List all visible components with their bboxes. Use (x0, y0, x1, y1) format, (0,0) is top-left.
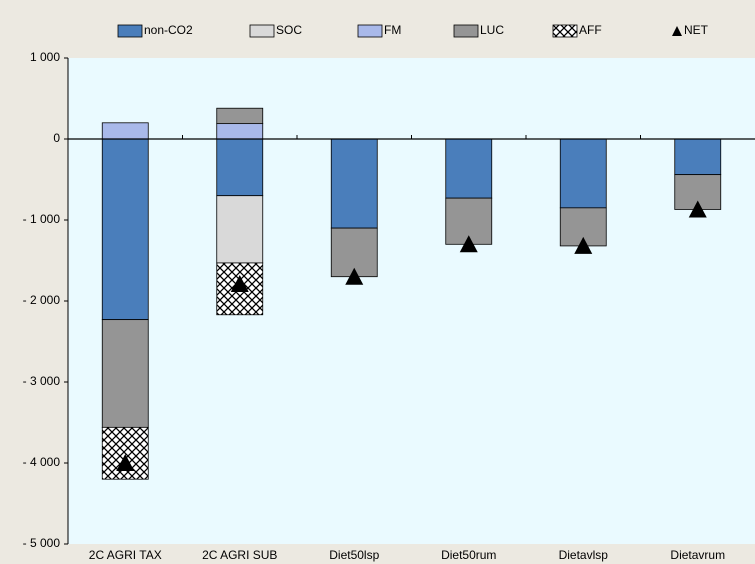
bar-segment (216, 107, 264, 125)
legend-swatch (357, 24, 383, 38)
x-tick-label: 2C AGRI SUB (202, 548, 277, 562)
legend-swatch (552, 24, 578, 38)
bar-segment (101, 319, 149, 428)
legend-label: AFF (579, 23, 602, 37)
y-tick-label: - 2 000 (23, 293, 61, 307)
legend-swatch (453, 24, 479, 38)
net-marker (688, 200, 707, 218)
legend-swatch (117, 24, 143, 38)
y-tick-label: - 1 000 (23, 212, 61, 226)
plot-area (68, 58, 755, 544)
y-tick-label: - 5 000 (23, 536, 61, 550)
bar-segment (216, 195, 264, 264)
bar-segment (101, 138, 149, 321)
legend-marker (672, 26, 682, 36)
net-marker (116, 454, 135, 471)
legend-label: NET (684, 23, 709, 37)
x-tick-label: Dietavlsp (559, 548, 609, 562)
bar-segment (216, 123, 264, 140)
net-marker (345, 267, 364, 285)
bar-segment (445, 138, 493, 199)
x-tick-label: Diet50rum (441, 548, 496, 562)
bar-segment (674, 138, 722, 176)
bar-segment (101, 426, 149, 480)
legend-swatch (249, 24, 275, 38)
y-tick-label: 1 000 (30, 50, 60, 64)
net-marker (574, 236, 593, 254)
bar-segment (216, 138, 264, 197)
x-tick-label: 2C AGRI TAX (89, 548, 162, 562)
legend-label: non-CO2 (144, 23, 193, 37)
legend-label: FM (384, 23, 401, 37)
net-marker (230, 274, 249, 292)
y-tick-label: - 3 000 (23, 374, 61, 388)
x-tick-label: Diet50lsp (329, 548, 379, 562)
legend-label: LUC (480, 23, 504, 37)
bar-segment (330, 138, 378, 229)
legend-label: SOC (276, 23, 302, 37)
net-marker (459, 235, 478, 253)
y-tick-label: - 4 000 (23, 455, 61, 469)
y-tick-label: 0 (53, 131, 60, 145)
x-tick-label: Dietavrum (670, 548, 725, 562)
bar-segment (559, 138, 607, 209)
bar-segment (101, 122, 149, 140)
